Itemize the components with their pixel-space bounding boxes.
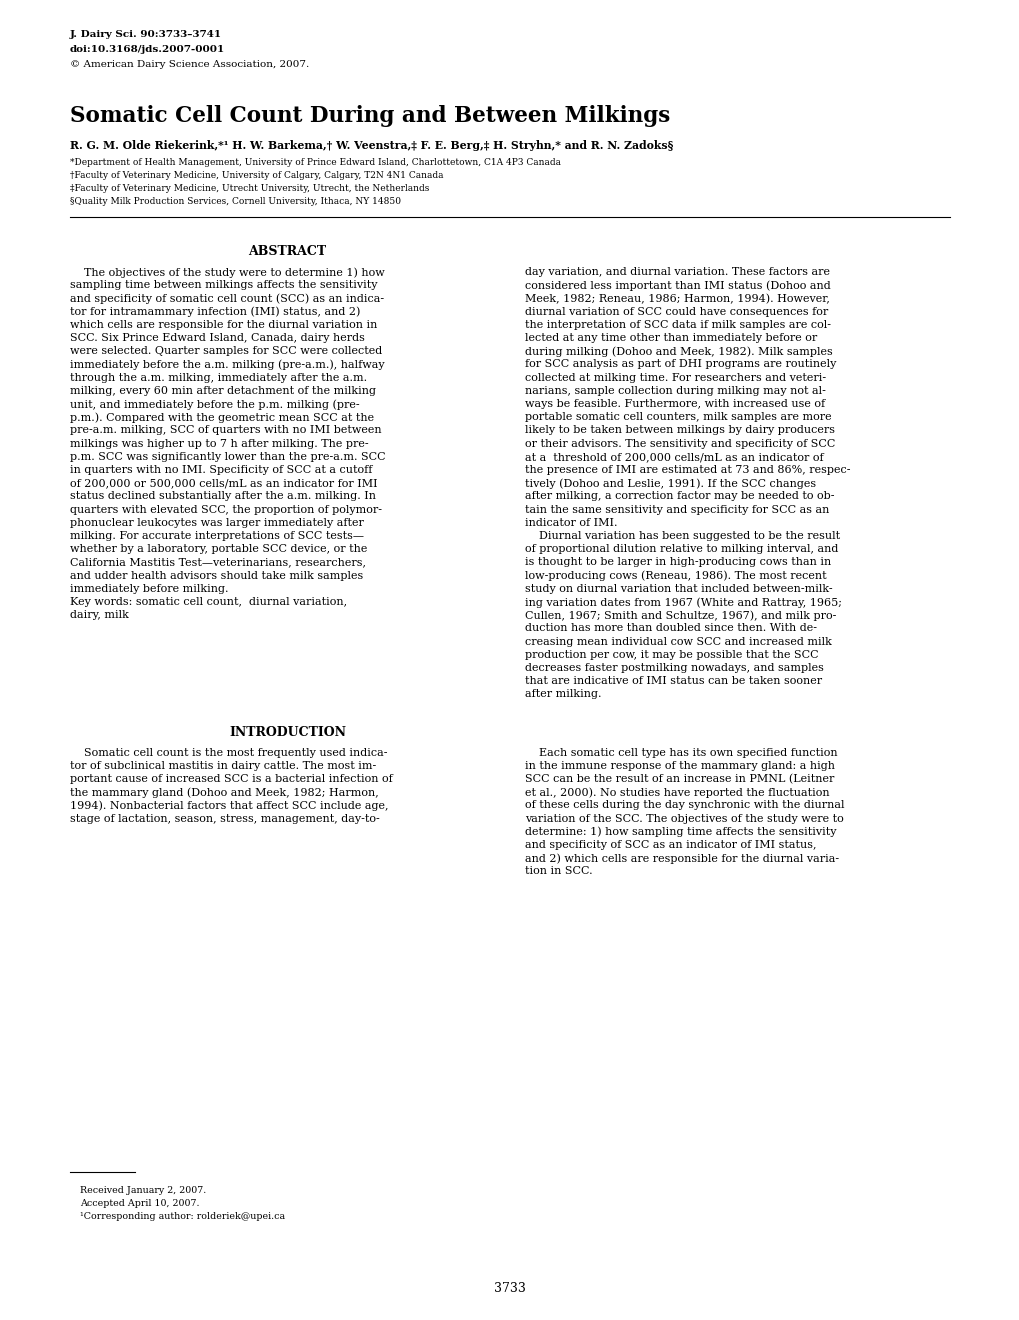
Text: considered less important than IMI status (Dohoo and: considered less important than IMI statu… <box>525 280 829 290</box>
Text: production per cow, it may be possible that the SCC: production per cow, it may be possible t… <box>525 649 818 660</box>
Text: through the a.m. milking, immediately after the a.m.: through the a.m. milking, immediately af… <box>70 372 367 383</box>
Text: ¹Corresponding author: rolderiek@upei.ca: ¹Corresponding author: rolderiek@upei.ca <box>79 1212 285 1221</box>
Text: Cullen, 1967; Smith and Schultze, 1967), and milk pro-: Cullen, 1967; Smith and Schultze, 1967),… <box>525 610 836 620</box>
Text: *Department of Health Management, University of Prince Edward Island, Charlottet: *Department of Health Management, Univer… <box>70 158 560 168</box>
Text: stage of lactation, season, stress, management, day-to-: stage of lactation, season, stress, mana… <box>70 813 379 824</box>
Text: SCC can be the result of an increase in PMNL (Leitner: SCC can be the result of an increase in … <box>525 774 834 784</box>
Text: quarters with elevated SCC, the proportion of polymor-: quarters with elevated SCC, the proporti… <box>70 504 382 515</box>
Text: of these cells during the day synchronic with the diurnal: of these cells during the day synchronic… <box>525 800 844 810</box>
Text: study on diurnal variation that included between-milk-: study on diurnal variation that included… <box>525 583 832 594</box>
Text: © American Dairy Science Association, 2007.: © American Dairy Science Association, 20… <box>70 59 309 69</box>
Text: p.m.). Compared with the geometric mean SCC at the: p.m.). Compared with the geometric mean … <box>70 412 374 422</box>
Text: Received January 2, 2007.: Received January 2, 2007. <box>79 1185 206 1195</box>
Text: milking, every 60 min after detachment of the milking: milking, every 60 min after detachment o… <box>70 385 376 396</box>
Text: during milking (Dohoo and Meek, 1982). Milk samples: during milking (Dohoo and Meek, 1982). M… <box>525 346 832 356</box>
Text: Diurnal variation has been suggested to be the result: Diurnal variation has been suggested to … <box>525 531 840 541</box>
Text: status declined substantially after the a.m. milking. In: status declined substantially after the … <box>70 491 376 502</box>
Text: diurnal variation of SCC could have consequences for: diurnal variation of SCC could have cons… <box>525 306 827 317</box>
Text: day variation, and diurnal variation. These factors are: day variation, and diurnal variation. Th… <box>525 267 829 277</box>
Text: ing variation dates from 1967 (White and Rattray, 1965;: ing variation dates from 1967 (White and… <box>525 597 841 607</box>
Text: were selected. Quarter samples for SCC were collected: were selected. Quarter samples for SCC w… <box>70 346 382 356</box>
Text: low-producing cows (Reneau, 1986). The most recent: low-producing cows (Reneau, 1986). The m… <box>525 570 825 581</box>
Text: collected at milking time. For researchers and veteri-: collected at milking time. For researche… <box>525 372 825 383</box>
Text: and 2) which cells are responsible for the diurnal varia-: and 2) which cells are responsible for t… <box>525 853 839 863</box>
Text: doi:10.3168/jds.2007-0001: doi:10.3168/jds.2007-0001 <box>70 45 225 54</box>
Text: et al., 2000). No studies have reported the fluctuation: et al., 2000). No studies have reported … <box>525 787 828 797</box>
Text: Somatic cell count is the most frequently used indica-: Somatic cell count is the most frequentl… <box>70 747 387 758</box>
Text: Each somatic cell type has its own specified function: Each somatic cell type has its own speci… <box>525 747 837 758</box>
Text: determine: 1) how sampling time affects the sensitivity: determine: 1) how sampling time affects … <box>525 826 836 837</box>
Text: the mammary gland (Dohoo and Meek, 1982; Harmon,: the mammary gland (Dohoo and Meek, 1982;… <box>70 787 378 797</box>
Text: R. G. M. Olde Riekerink,*¹ H. W. Barkema,† W. Veenstra,‡ F. E. Berg,‡ H. Stryhn,: R. G. M. Olde Riekerink,*¹ H. W. Barkema… <box>70 140 673 150</box>
Text: immediately before the a.m. milking (pre-a.m.), halfway: immediately before the a.m. milking (pre… <box>70 359 384 370</box>
Text: SCC. Six Prince Edward Island, Canada, dairy herds: SCC. Six Prince Edward Island, Canada, d… <box>70 333 365 343</box>
Text: ABSTRACT: ABSTRACT <box>249 246 326 257</box>
Text: lected at any time other than immediately before or: lected at any time other than immediatel… <box>525 333 816 343</box>
Text: variation of the SCC. The objectives of the study were to: variation of the SCC. The objectives of … <box>525 813 843 824</box>
Text: dairy, milk: dairy, milk <box>70 610 128 620</box>
Text: The objectives of the study were to determine 1) how: The objectives of the study were to dete… <box>70 267 384 277</box>
Text: tively (Dohoo and Leslie, 1991). If the SCC changes: tively (Dohoo and Leslie, 1991). If the … <box>525 478 815 488</box>
Text: ‡Faculty of Veterinary Medicine, Utrecht University, Utrecht, the Netherlands: ‡Faculty of Veterinary Medicine, Utrecht… <box>70 183 429 193</box>
Text: unit, and immediately before the p.m. milking (pre-: unit, and immediately before the p.m. mi… <box>70 399 360 409</box>
Text: of 200,000 or 500,000 cells/mL as an indicator for IMI: of 200,000 or 500,000 cells/mL as an ind… <box>70 478 377 488</box>
Text: or their advisors. The sensitivity and specificity of SCC: or their advisors. The sensitivity and s… <box>525 438 835 449</box>
Text: Key words: somatic cell count,  diurnal variation,: Key words: somatic cell count, diurnal v… <box>70 597 346 607</box>
Text: Accepted April 10, 2007.: Accepted April 10, 2007. <box>79 1199 200 1208</box>
Text: and udder health advisors should take milk samples: and udder health advisors should take mi… <box>70 570 363 581</box>
Text: of proportional dilution relative to milking interval, and: of proportional dilution relative to mil… <box>525 544 838 554</box>
Text: 3733: 3733 <box>493 1282 526 1295</box>
Text: likely to be taken between milkings by dairy producers: likely to be taken between milkings by d… <box>525 425 835 436</box>
Text: INTRODUCTION: INTRODUCTION <box>229 726 345 739</box>
Text: portable somatic cell counters, milk samples are more: portable somatic cell counters, milk sam… <box>525 412 830 422</box>
Text: 1994). Nonbacterial factors that affect SCC include age,: 1994). Nonbacterial factors that affect … <box>70 800 388 810</box>
Text: in the immune response of the mammary gland: a high: in the immune response of the mammary gl… <box>525 760 835 771</box>
Text: tain the same sensitivity and specificity for SCC as an: tain the same sensitivity and specificit… <box>525 504 828 515</box>
Text: whether by a laboratory, portable SCC device, or the: whether by a laboratory, portable SCC de… <box>70 544 367 554</box>
Text: indicator of IMI.: indicator of IMI. <box>525 517 616 528</box>
Text: Somatic Cell Count During and Between Milkings: Somatic Cell Count During and Between Mi… <box>70 106 669 127</box>
Text: portant cause of increased SCC is a bacterial infection of: portant cause of increased SCC is a bact… <box>70 774 392 784</box>
Text: p.m. SCC was significantly lower than the pre-a.m. SCC: p.m. SCC was significantly lower than th… <box>70 451 385 462</box>
Text: tion in SCC.: tion in SCC. <box>525 866 592 876</box>
Text: tor for intramammary infection (IMI) status, and 2): tor for intramammary infection (IMI) sta… <box>70 306 360 317</box>
Text: at a  threshold of 200,000 cells/mL as an indicator of: at a threshold of 200,000 cells/mL as an… <box>525 451 822 462</box>
Text: sampling time between milkings affects the sensitivity: sampling time between milkings affects t… <box>70 280 377 290</box>
Text: the presence of IMI are estimated at 73 and 86%, respec-: the presence of IMI are estimated at 73 … <box>525 465 850 475</box>
Text: for SCC analysis as part of DHI programs are routinely: for SCC analysis as part of DHI programs… <box>525 359 836 370</box>
Text: immediately before milking.: immediately before milking. <box>70 583 228 594</box>
Text: in quarters with no IMI. Specificity of SCC at a cutoff: in quarters with no IMI. Specificity of … <box>70 465 372 475</box>
Text: is thought to be larger in high-producing cows than in: is thought to be larger in high-producin… <box>525 557 830 568</box>
Text: decreases faster postmilking nowadays, and samples: decreases faster postmilking nowadays, a… <box>525 663 823 673</box>
Text: narians, sample collection during milking may not al-: narians, sample collection during milkin… <box>525 385 825 396</box>
Text: milking. For accurate interpretations of SCC tests—: milking. For accurate interpretations of… <box>70 531 364 541</box>
Text: California Mastitis Test—veterinarians, researchers,: California Mastitis Test—veterinarians, … <box>70 557 366 568</box>
Text: §Quality Milk Production Services, Cornell University, Ithaca, NY 14850: §Quality Milk Production Services, Corne… <box>70 197 400 206</box>
Text: that are indicative of IMI status can be taken sooner: that are indicative of IMI status can be… <box>525 676 821 686</box>
Text: and specificity of SCC as an indicator of IMI status,: and specificity of SCC as an indicator o… <box>525 840 815 850</box>
Text: Meek, 1982; Reneau, 1986; Harmon, 1994). However,: Meek, 1982; Reneau, 1986; Harmon, 1994).… <box>525 293 829 304</box>
Text: creasing mean individual cow SCC and increased milk: creasing mean individual cow SCC and inc… <box>525 636 832 647</box>
Text: †Faculty of Veterinary Medicine, University of Calgary, Calgary, T2N 4N1 Canada: †Faculty of Veterinary Medicine, Univers… <box>70 172 443 180</box>
Text: the interpretation of SCC data if milk samples are col-: the interpretation of SCC data if milk s… <box>525 319 830 330</box>
Text: pre-a.m. milking, SCC of quarters with no IMI between: pre-a.m. milking, SCC of quarters with n… <box>70 425 381 436</box>
Text: duction has more than doubled since then. With de-: duction has more than doubled since then… <box>525 623 816 634</box>
Text: ways be feasible. Furthermore, with increased use of: ways be feasible. Furthermore, with incr… <box>525 399 824 409</box>
Text: tor of subclinical mastitis in dairy cattle. The most im-: tor of subclinical mastitis in dairy cat… <box>70 760 376 771</box>
Text: and specificity of somatic cell count (SCC) as an indica-: and specificity of somatic cell count (S… <box>70 293 384 304</box>
Text: which cells are responsible for the diurnal variation in: which cells are responsible for the diur… <box>70 319 377 330</box>
Text: J. Dairy Sci. 90:3733–3741: J. Dairy Sci. 90:3733–3741 <box>70 30 222 40</box>
Text: after milking.: after milking. <box>525 689 601 700</box>
Text: phonuclear leukocytes was larger immediately after: phonuclear leukocytes was larger immedia… <box>70 517 364 528</box>
Text: milkings was higher up to 7 h after milking. The pre-: milkings was higher up to 7 h after milk… <box>70 438 368 449</box>
Text: after milking, a correction factor may be needed to ob-: after milking, a correction factor may b… <box>525 491 834 502</box>
